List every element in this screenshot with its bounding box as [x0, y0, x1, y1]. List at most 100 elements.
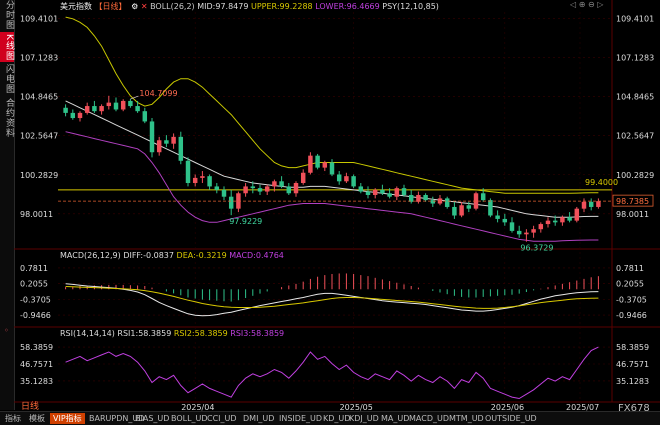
tab-kline[interactable]: K线图: [0, 32, 14, 62]
candle-body: [106, 102, 112, 107]
low-label-2: 96.3729: [520, 244, 553, 253]
macd-dea: DEA:-0.3219: [176, 251, 227, 260]
zoom-in-icon[interactable]: ⊕: [578, 0, 586, 9]
candle-body: [228, 196, 234, 209]
candle-body: [488, 200, 493, 216]
candle-body: [164, 140, 169, 144]
candle-body: [408, 194, 414, 202]
candle-body: [430, 200, 436, 204]
candle-body: [387, 193, 392, 197]
candle-body: [70, 112, 76, 119]
candle-body: [315, 155, 320, 168]
candle-body: [92, 106, 97, 112]
macd-label: MACD(26,12,9): [60, 251, 121, 260]
boll-mid-value: MID:97.8479: [197, 2, 249, 11]
candle-body: [524, 232, 529, 235]
candle-body: [149, 121, 155, 153]
candle-body: [545, 220, 551, 225]
indicator-tab[interactable]: OUTSIDE_UD: [485, 414, 537, 423]
axis-labels: 109.4101 109.4101 107.1283 107.1283 104.8465…: [20, 15, 654, 412]
boll-upper-value: UPPER:99.2288: [250, 2, 313, 11]
candle-body: [538, 224, 544, 230]
indicator-tab[interactable]: MACD_UD: [409, 414, 449, 423]
indicator-tab[interactable]: MA_UD: [381, 414, 410, 423]
candle-body: [560, 217, 565, 223]
indicator-tab[interactable]: KD_UD: [323, 414, 351, 423]
candle-body: [264, 186, 270, 192]
macd-tick-right: 0.2055: [616, 280, 644, 289]
zoom-out-icon[interactable]: ⊖: [587, 0, 595, 9]
candle-body: [380, 189, 385, 194]
rsi-label: RSI(14,14,14): [60, 329, 115, 338]
indicator-tab[interactable]: VIP指标: [50, 413, 85, 424]
period-label[interactable]: 【日线】: [94, 2, 127, 11]
boll-lower-line: [65, 131, 599, 242]
candle-body: [336, 174, 342, 182]
candle-body: [531, 229, 536, 233]
rsi-tick-right: 35.1283: [616, 377, 649, 386]
indicator-tab[interactable]: MTM_UD: [449, 414, 484, 423]
low-label-1: 97.9229: [229, 217, 262, 226]
candle-body: [142, 111, 148, 122]
candle-body: [509, 222, 515, 231]
price-panel: 99.4000 98.7385 104.7099 97.9229 96.3729: [58, 16, 654, 253]
candle-body: [279, 181, 284, 187]
candle-body: [214, 186, 220, 190]
period-tab-daily[interactable]: 日线: [21, 402, 40, 412]
candle-body: [372, 189, 378, 195]
rsi-tick-left: 46.7571: [20, 360, 53, 369]
boll-mid-line: [65, 100, 599, 218]
price-tick-right: 104.8465: [616, 93, 654, 102]
tab-timeshare[interactable]: 分时图: [4, 0, 14, 30]
indicator-tab[interactable]: BIAS_UD: [135, 414, 170, 423]
candle-body: [473, 193, 479, 209]
candle-body: [322, 162, 328, 168]
indicator-tab[interactable]: KDJ_UD: [349, 414, 379, 423]
forward-icon[interactable]: ▷: [597, 0, 604, 9]
settings-icon[interactable]: ⚙: [131, 2, 139, 11]
indicator-tab[interactable]: 指标: [5, 414, 21, 423]
candle-body: [185, 160, 191, 184]
rsi2-value: RSI2:58.3859: [173, 329, 228, 338]
current-price-tag: [612, 194, 654, 207]
candle-body: [394, 188, 400, 197]
macd-tick-right: -0.9466: [616, 311, 647, 320]
candle-body: [480, 193, 486, 201]
boll-label: BOLL(26,2): [150, 2, 195, 11]
rsi-tick-left: 58.3859: [20, 343, 53, 352]
candle-body: [308, 155, 313, 173]
price-tick-left: 107.1283: [20, 54, 58, 63]
close-icon[interactable]: ✕: [140, 2, 148, 11]
candle-body: [257, 188, 263, 192]
candle-body: [344, 176, 349, 182]
level-label: 99.4000: [585, 178, 618, 187]
current-price-value: 98.7385: [616, 197, 649, 206]
candle-body: [200, 176, 205, 178]
tab-contract-info[interactable]: 合约资料: [4, 98, 14, 138]
candle-body: [552, 220, 558, 223]
indicator-tab[interactable]: CCI_UD: [207, 414, 237, 423]
candle-body: [444, 198, 450, 207]
indicator-tab[interactable]: INSIDE_UD: [279, 414, 323, 423]
candle-body: [192, 177, 198, 184]
candle-body: [495, 215, 500, 219]
macd-tick-left: -0.3705: [20, 295, 51, 304]
tab-lightning[interactable]: 闪电图: [4, 64, 14, 94]
macd-diff: DIFF:-0.0837: [123, 251, 174, 260]
indicator-tab[interactable]: BOLL_UD: [171, 414, 208, 423]
indicator-tab[interactable]: BARUPDN_UD: [89, 414, 145, 423]
candle-body: [113, 102, 119, 110]
back-icon[interactable]: ◁: [570, 0, 577, 9]
rsi-panel: [65, 346, 599, 400]
indicator-tab[interactable]: DMI_UD: [243, 414, 275, 423]
macd-panel: [65, 273, 599, 317]
indicator-tab[interactable]: 模板: [29, 414, 45, 423]
macd-tick-left: 0.7811: [20, 264, 48, 273]
candle-body: [516, 230, 522, 235]
symbol-name: 美元指数: [60, 2, 92, 11]
candle-body: [358, 186, 364, 192]
candle-body: [401, 188, 407, 195]
rsi-tick-left: 35.1283: [20, 377, 53, 386]
candle-body: [574, 208, 580, 221]
